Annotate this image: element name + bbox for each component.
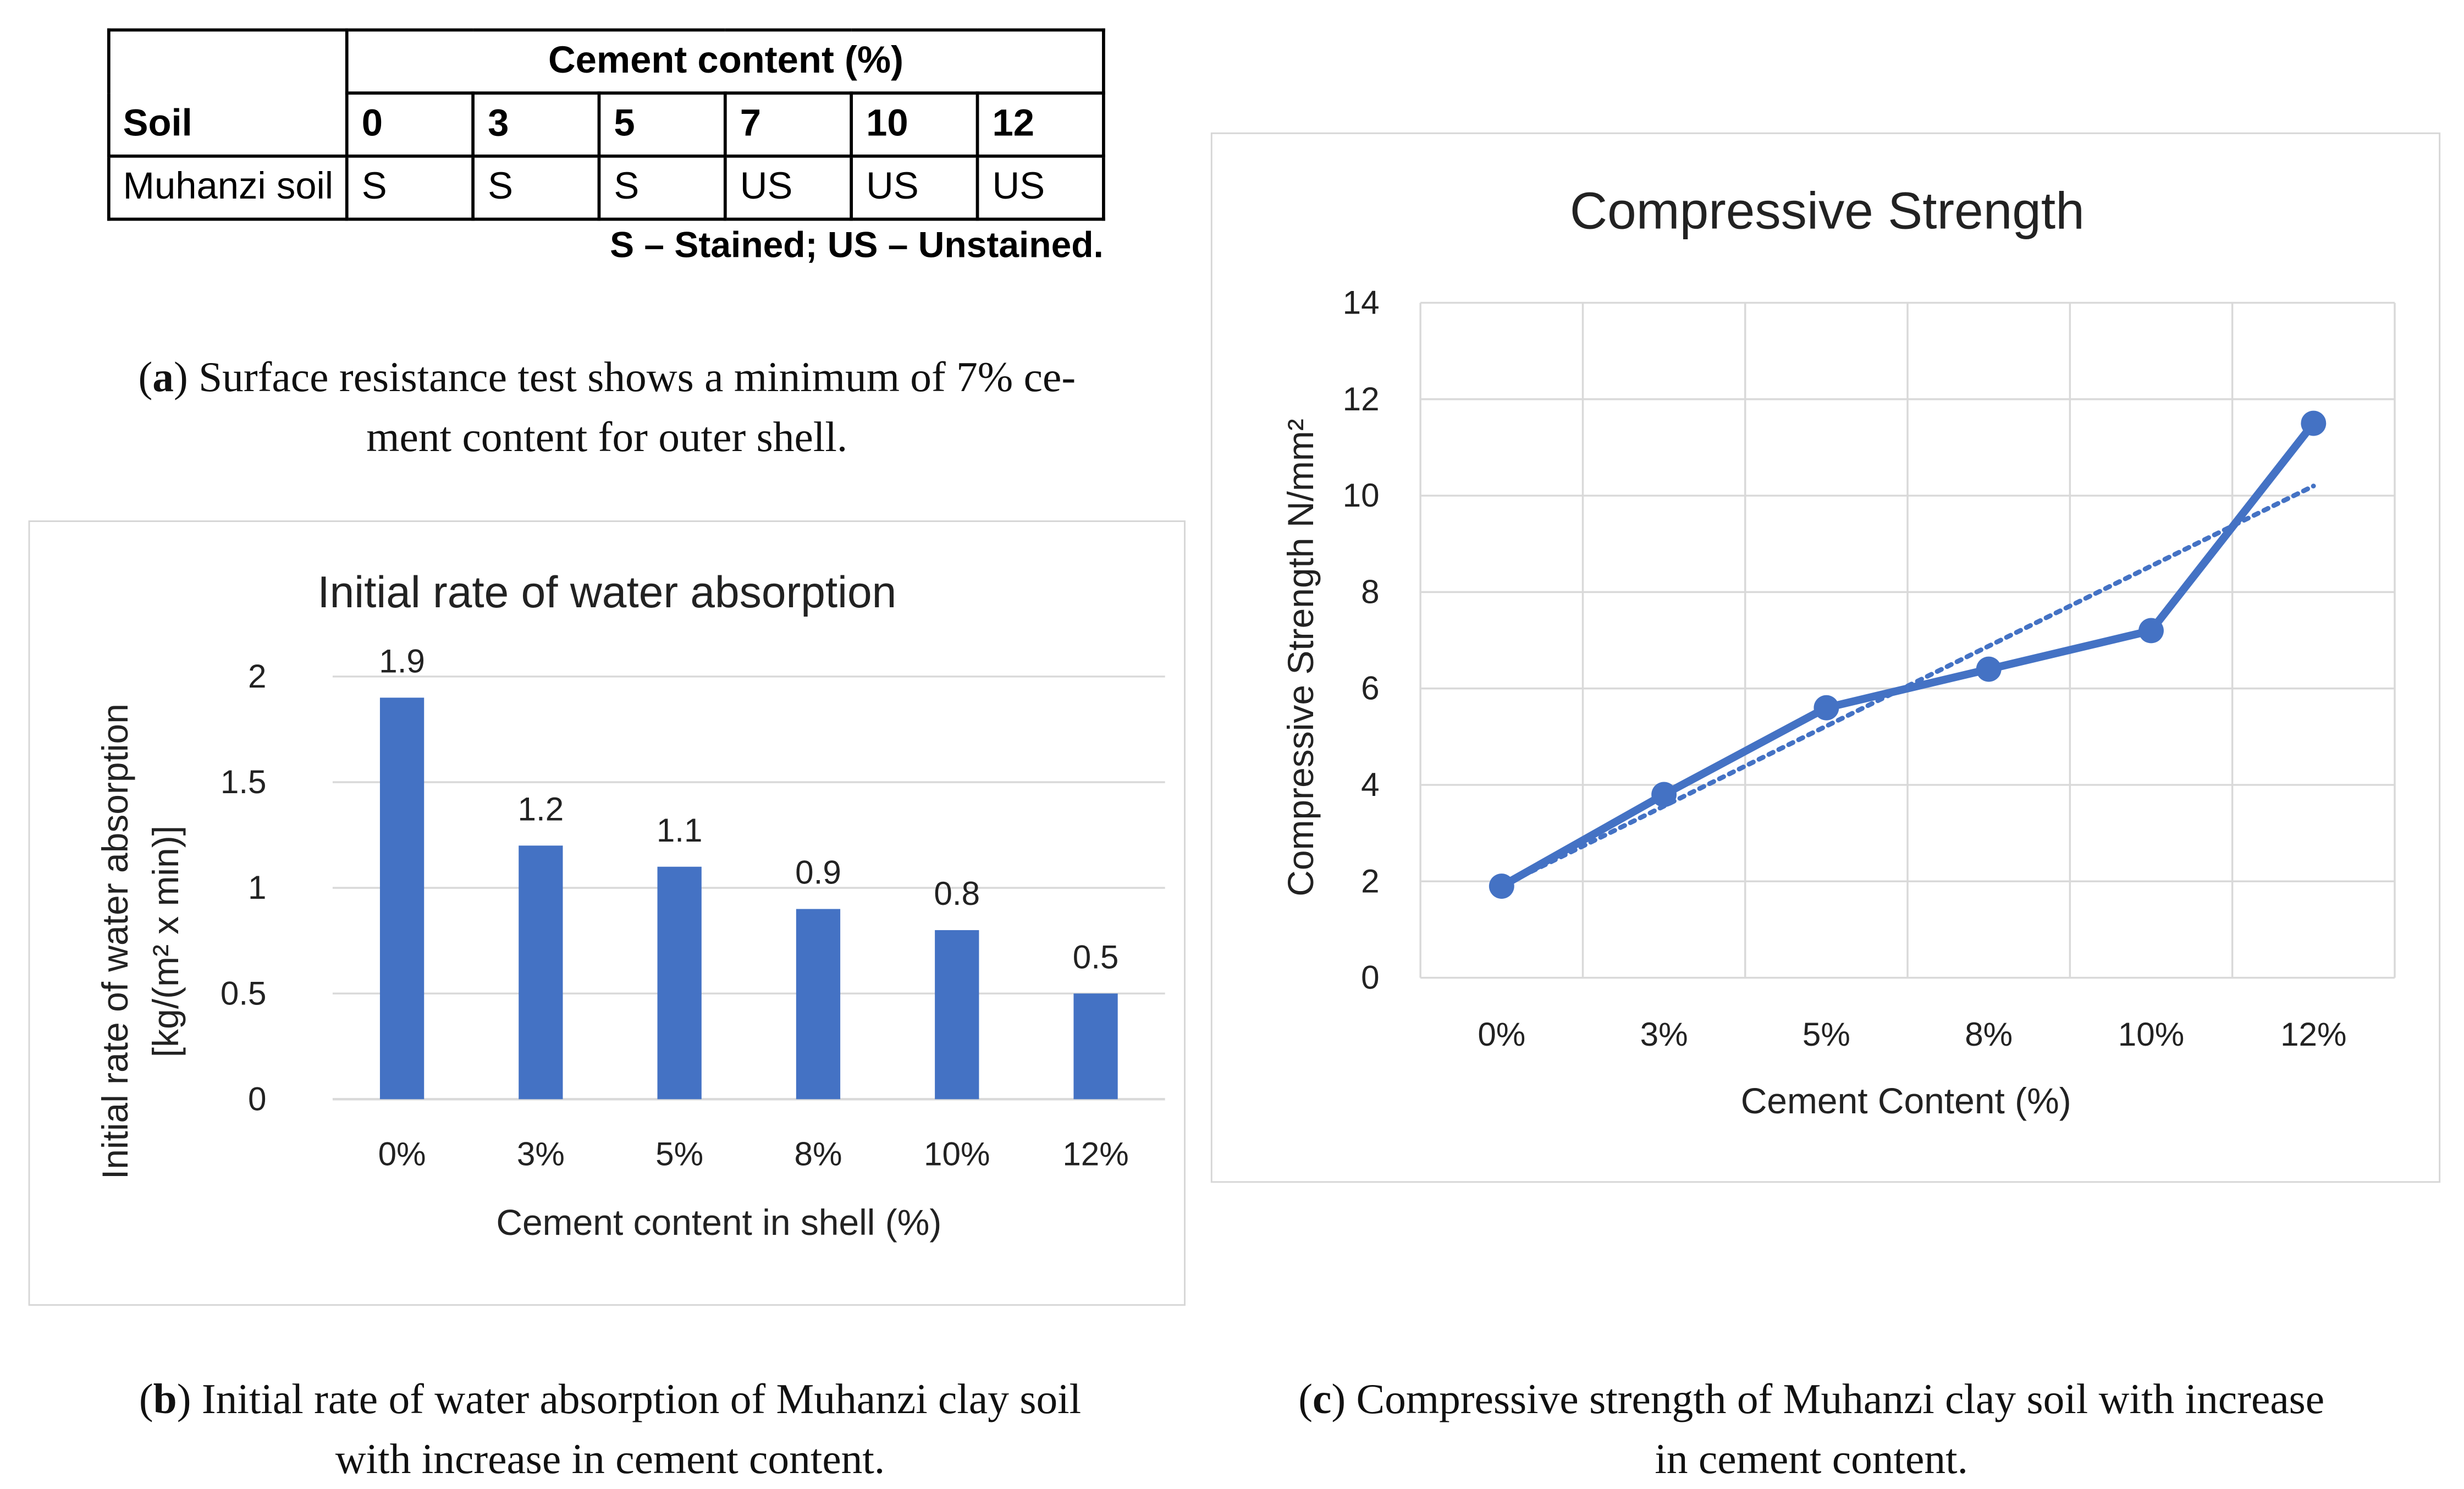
caption-c-label: c xyxy=(1313,1375,1332,1423)
y-tick-label: 8 xyxy=(1361,573,1379,610)
data-point xyxy=(2301,410,2327,436)
x-tick-label: 8% xyxy=(1965,1016,2013,1053)
data-point xyxy=(2138,618,2164,644)
table-column-header: 12 xyxy=(976,91,1106,158)
y-tick-label: 0 xyxy=(1361,959,1379,996)
table-cell: US xyxy=(850,154,980,221)
data-label: 1.2 xyxy=(518,790,564,827)
table-cell: S xyxy=(598,154,727,221)
caption-c: (c) Compressive strength of Muhanzi clay… xyxy=(1198,1369,2425,1489)
compressive-strength-chart: Compressive Strength 0 2 4 6 8 10 12 14 0% 3% 5% 8% 1… xyxy=(1280,182,2396,1121)
y-axis-title-line2: [kg/(m² x min)] xyxy=(145,826,186,1057)
x-tick-label: 5% xyxy=(655,1136,703,1173)
data-label: 1.9 xyxy=(379,642,425,679)
x-tick-label: 8% xyxy=(794,1136,842,1173)
y-axis-title-line1: Initial rate of water absorption xyxy=(95,704,135,1179)
caption-a-line2: ment content for outer shell. xyxy=(366,413,848,461)
x-axis-title: Cement content in shell (%) xyxy=(496,1202,941,1243)
bar xyxy=(796,909,841,1100)
data-label: 0.9 xyxy=(795,854,841,891)
table-soil-header: Soil xyxy=(107,28,349,158)
data-point xyxy=(1651,782,1677,807)
bar xyxy=(1073,993,1118,1100)
y-tick-label: 0 xyxy=(248,1080,266,1117)
table-column-header: 10 xyxy=(850,91,980,158)
bar xyxy=(379,697,425,1100)
bar xyxy=(935,930,979,1100)
table-column-header: 3 xyxy=(472,91,602,158)
caption-b-line1: Initial rate of water absorption of Muha… xyxy=(201,1375,1082,1423)
table-column-header: 7 xyxy=(724,91,854,158)
table-cell: US xyxy=(976,154,1106,221)
y-axis-title: Compressive Strength N/mm² xyxy=(1280,419,1321,896)
y-tick-label: 1 xyxy=(248,869,266,906)
table-cement-header: Cement content (%) xyxy=(346,28,1106,95)
x-tick-label: 3% xyxy=(1640,1016,1688,1053)
bar xyxy=(657,866,702,1100)
x-tick-label: 0% xyxy=(1478,1016,1525,1053)
table-cell: US xyxy=(724,154,854,221)
surface-resistance-table: Soil Cement content (%) 0 3 5 7 10 12 Mu… xyxy=(107,28,1106,221)
table-row-label: Muhanzi soil xyxy=(107,154,349,221)
data-point xyxy=(1976,656,2002,682)
table-cell: S xyxy=(346,154,476,221)
y-tick-label: 12 xyxy=(1343,381,1380,417)
chart-title: Compressive Strength xyxy=(1570,182,2085,240)
data-point xyxy=(1813,695,1839,721)
x-tick-label: 0% xyxy=(378,1136,426,1173)
y-tick-label: 4 xyxy=(1361,766,1379,803)
bar xyxy=(519,845,563,1100)
chart-title: Initial rate of water absorption xyxy=(317,568,896,617)
table-cell: S xyxy=(472,154,602,221)
x-tick-label: 3% xyxy=(517,1136,565,1173)
table-row: Muhanzi soil S S S US US US xyxy=(107,154,1106,221)
caption-a-line1: Surface resistance test shows a minimum … xyxy=(199,353,1076,401)
caption-a: (a) Surface resistance test shows a mini… xyxy=(31,347,1182,467)
y-tick-label: 2 xyxy=(248,658,266,695)
caption-a-label: a xyxy=(152,353,174,401)
y-tick-label: 1.5 xyxy=(221,763,267,800)
series-line xyxy=(1500,421,2317,890)
y-tick-label: 10 xyxy=(1343,477,1380,514)
caption-c-line2: in cement content. xyxy=(1655,1435,1969,1482)
caption-b-label: b xyxy=(153,1375,177,1423)
y-tick-label: 2 xyxy=(1361,862,1379,899)
data-point xyxy=(1489,873,1514,899)
x-tick-label: 12% xyxy=(1062,1136,1128,1173)
y-tick-label: 0.5 xyxy=(221,975,267,1012)
y-tick-label: 14 xyxy=(1343,284,1380,321)
caption-c-line1: Compressive strength of Muhanzi clay soi… xyxy=(1356,1375,2325,1423)
x-tick-label: 12% xyxy=(2280,1016,2346,1053)
x-tick-label: 5% xyxy=(1802,1016,1850,1053)
caption-b-line2: with increase in cement content. xyxy=(335,1435,885,1482)
y-tick-label: 6 xyxy=(1361,670,1379,707)
compressive-strength-chart-frame: Compressive Strength 0 2 4 6 8 10 12 14 0% 3% 5% 8% 1… xyxy=(1210,132,2441,1183)
table-column-header: 0 xyxy=(346,91,476,158)
caption-b: (b) Initial rate of water absorption of … xyxy=(31,1369,1188,1489)
x-axis-title: Cement Content (%) xyxy=(1741,1080,2071,1121)
x-tick-label: 10% xyxy=(2118,1016,2184,1053)
x-tick-label: 10% xyxy=(924,1136,990,1173)
data-label: 0.5 xyxy=(1073,938,1119,975)
data-label: 1.1 xyxy=(657,812,703,849)
table-column-header: 5 xyxy=(598,91,727,158)
data-label: 0.8 xyxy=(934,875,980,912)
water-absorption-chart: Initial rate of water absorption 0 0.5 1 1.5… xyxy=(95,568,1165,1243)
table-note: S – Stained; US – Unstained. xyxy=(610,224,1104,265)
water-absorption-chart-frame: Initial rate of water absorption 0 0.5 1 1.5… xyxy=(28,520,1186,1306)
